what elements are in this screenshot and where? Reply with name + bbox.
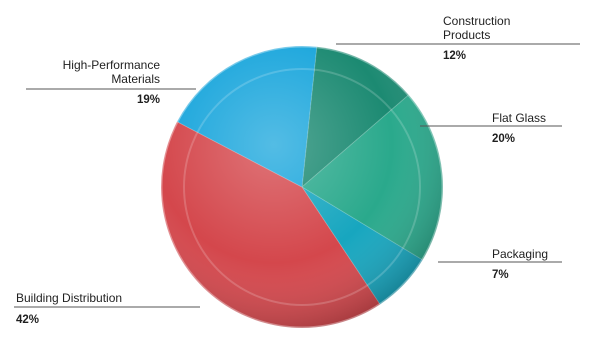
label-construction-products-line1: Construction — [443, 14, 510, 28]
label-building-distribution: Building Distribution — [16, 291, 122, 305]
value-flat-glass: 20% — [492, 133, 515, 145]
label-construction-products-line2: Products — [443, 28, 490, 42]
value-construction-products: 12% — [443, 50, 466, 62]
label-high-performance-materials-line2: Materials — [111, 72, 160, 86]
value-high-performance-materials: 19% — [137, 94, 160, 106]
value-building-distribution: 42% — [16, 314, 39, 326]
plate-rim — [159, 44, 445, 330]
label-packaging: Packaging — [492, 247, 548, 261]
plate-inner-rim — [183, 68, 421, 306]
label-flat-glass: Flat Glass — [492, 111, 546, 125]
value-packaging: 7% — [492, 269, 509, 281]
label-high-performance-materials-line1: High-Performance — [63, 58, 161, 72]
